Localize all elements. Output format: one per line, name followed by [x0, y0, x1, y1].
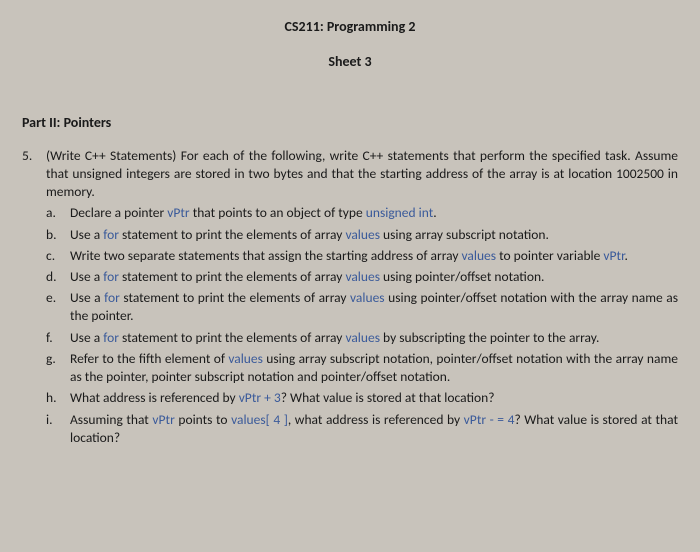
code-values: values	[228, 350, 263, 367]
sub-letter: e.	[46, 289, 70, 325]
code-for: for	[103, 268, 119, 285]
text: using pointer/offset notation.	[380, 268, 544, 285]
code-values: values	[345, 226, 380, 243]
text: Write two separate statements that assig…	[70, 247, 462, 264]
sub-b: b. Use a for statement to print the elem…	[46, 226, 678, 244]
text: by subscripting the pointer to the array…	[380, 329, 599, 346]
code-vptr: vPtr	[152, 411, 174, 428]
text: What address is referenced by	[70, 389, 239, 406]
question-number: 5.	[22, 147, 46, 447]
text: , what address is referenced by	[288, 411, 464, 428]
sub-g: g. Refer to the fifth element of values …	[46, 350, 678, 386]
code-for: for	[103, 226, 119, 243]
code-values: values	[350, 289, 385, 306]
sub-letter: b.	[46, 226, 70, 244]
code-for: for	[104, 289, 120, 306]
code-values: values	[462, 247, 497, 264]
sub-letter: f.	[46, 329, 70, 347]
sub-letter: h.	[46, 389, 70, 407]
sub-h: h. What address is referenced by vPtr + …	[46, 389, 678, 407]
code-values: values	[345, 329, 380, 346]
sub-letter: g.	[46, 350, 70, 386]
text: Declare a pointer	[70, 204, 167, 221]
sub-a: a. Declare a pointer vPtr that points to…	[46, 204, 678, 222]
sub-letter: d.	[46, 268, 70, 286]
text: .	[433, 204, 436, 221]
code-values: values	[345, 268, 380, 285]
sub-letter: c.	[46, 247, 70, 265]
sub-i: i. Assuming that vPtr points to values[ …	[46, 411, 678, 447]
text: Assuming that	[70, 411, 152, 428]
text: Use a	[70, 329, 103, 346]
text: .	[624, 247, 627, 264]
sub-e: e. Use a for statement to print the elem…	[46, 289, 678, 325]
part-heading: Part II: Pointers	[22, 114, 678, 133]
code-values-idx: values[ 4 ]	[231, 411, 288, 428]
text: statement to print the elements of array	[120, 289, 350, 306]
sub-c: c. Write two separate statements that as…	[46, 247, 678, 265]
text: using array subscript notation.	[380, 226, 549, 243]
text: to pointer variable	[496, 247, 603, 264]
code-vptr: vPtr	[167, 204, 189, 221]
text: that points to an object of type	[190, 204, 366, 221]
code-expr: vPtr - = 4	[464, 411, 515, 428]
text: statement to print the elements of array	[119, 268, 346, 285]
text: statement to print the elements of array	[119, 226, 346, 243]
code-vptr: vPtr	[603, 247, 624, 264]
text: Use a	[70, 226, 103, 243]
question-5: 5. (Write C++ Statements) For each of th…	[22, 147, 678, 447]
text: points to	[175, 411, 231, 428]
sub-f: f. Use a for statement to print the elem…	[46, 329, 678, 347]
question-intro: (Write C++ Statements) For each of the f…	[46, 147, 678, 202]
sub-d: d. Use a for statement to print the elem…	[46, 268, 678, 286]
code-for: for	[103, 329, 119, 346]
sub-letter: a.	[46, 204, 70, 222]
course-title: CS211: Programming 2	[22, 18, 678, 37]
text: Refer to the fifth element of	[70, 350, 228, 367]
code-type: unsigned int	[366, 204, 433, 221]
sub-letter: i.	[46, 411, 70, 447]
text: Use a	[70, 268, 103, 285]
text: statement to print the elements of array	[119, 329, 346, 346]
sheet-title: Sheet 3	[22, 53, 678, 72]
text: ? What value is stored at that location?	[281, 389, 495, 406]
text: Use a	[70, 289, 104, 306]
code-expr: vPtr + 3	[239, 389, 281, 406]
